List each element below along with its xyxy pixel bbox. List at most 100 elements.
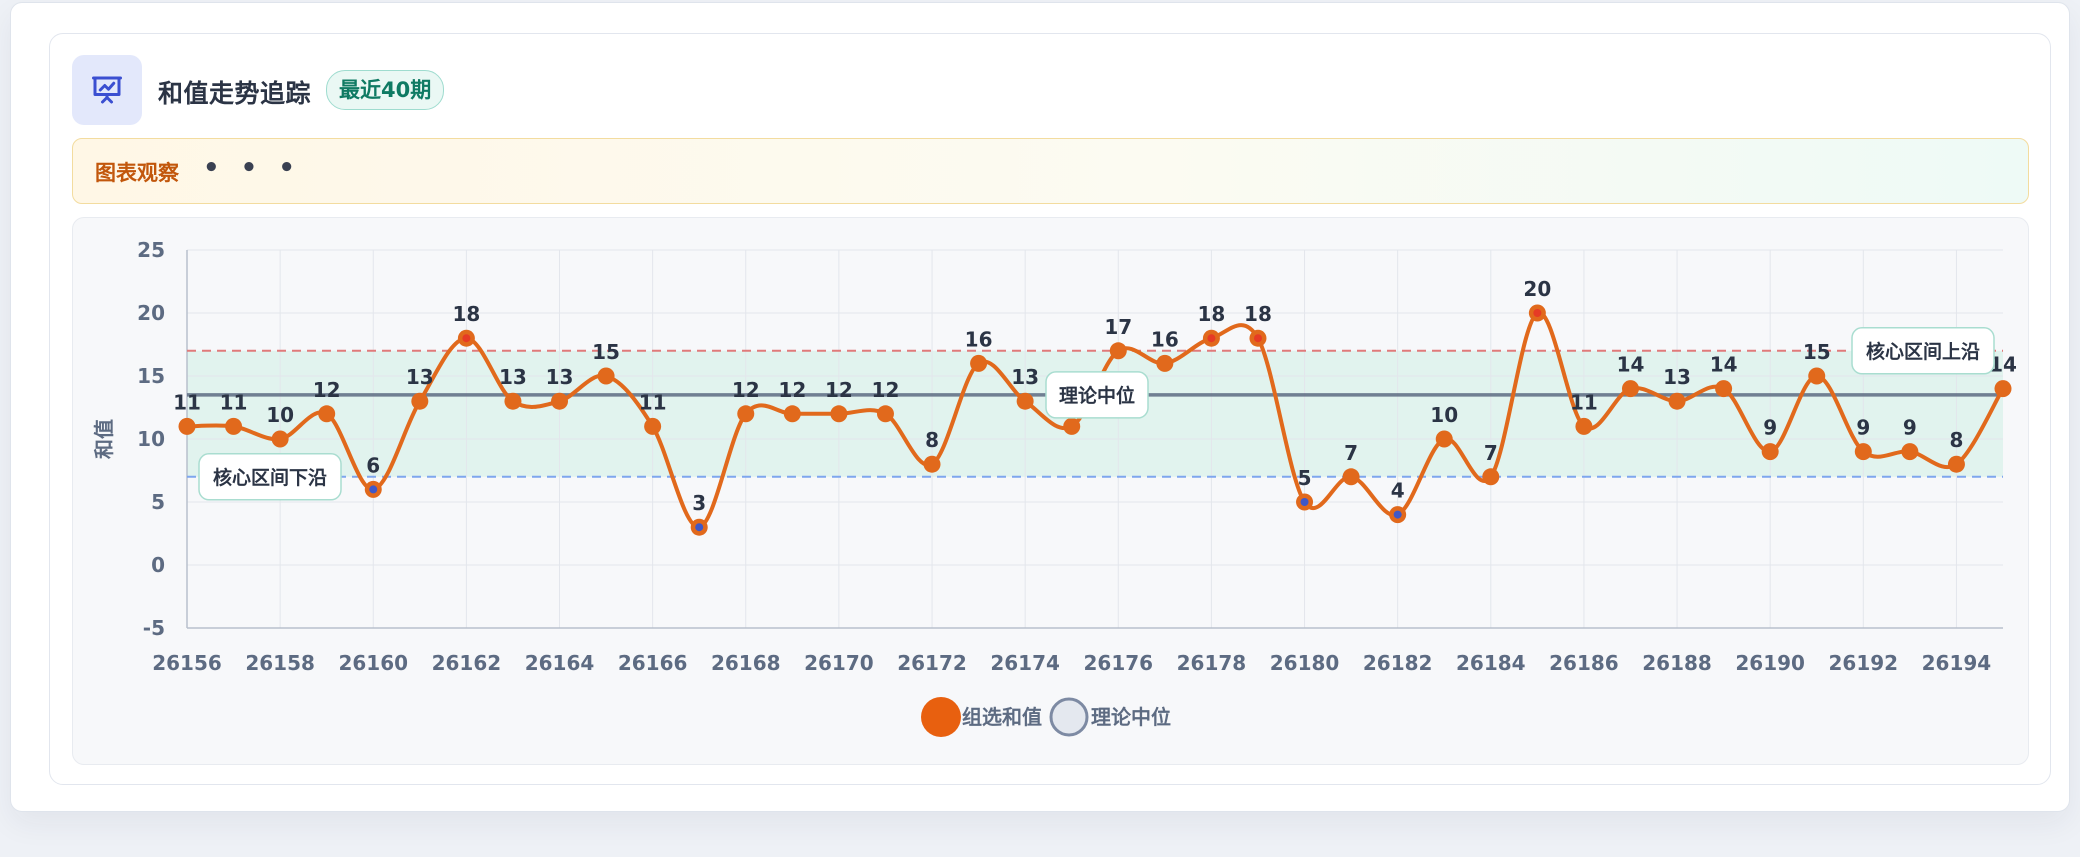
y-tick-label: 25: [137, 238, 165, 262]
card-title: 和值走势追踪: [158, 79, 312, 108]
x-tick-label: 26170: [804, 651, 874, 675]
high-point-marker: [1253, 334, 1262, 343]
x-tick-label: 26166: [618, 651, 688, 675]
data-point: [830, 405, 848, 423]
x-tick-label: 26178: [1177, 651, 1247, 675]
data-label: 8: [925, 428, 939, 452]
legend-series-label: 组选和值: [962, 705, 1042, 729]
lower-bound-annotation-label: 核心区间下沿: [213, 466, 327, 489]
x-tick-label: 26174: [990, 651, 1060, 675]
data-label: 3: [692, 491, 706, 515]
x-tick-label: 26190: [1735, 651, 1805, 675]
y-tick-label: 0: [151, 553, 165, 577]
x-tick-label: 26182: [1363, 651, 1433, 675]
data-label: 12: [872, 378, 900, 402]
observation-more-dots[interactable]: • • •: [203, 153, 301, 183]
data-point: [1668, 392, 1686, 410]
high-point-marker: [462, 334, 471, 343]
x-tick-label: 26192: [1829, 651, 1899, 675]
data-label: 13: [1011, 365, 1039, 389]
data-label: 13: [499, 365, 527, 389]
x-tick-label: 26188: [1642, 651, 1712, 675]
sum-trend-card: 和值走势追踪 最近40期 图表观察 • • • -5 0 5 10 15 20 25 2615…: [49, 33, 2051, 785]
period-badge: 最近40期: [326, 70, 445, 110]
data-label: 6: [366, 453, 380, 477]
data-point: [1016, 392, 1034, 410]
data-point: [1435, 430, 1453, 448]
y-tick-label: -5: [143, 616, 165, 640]
data-point: [1854, 443, 1872, 461]
data-label: 9: [1856, 416, 1870, 440]
data-label: 18: [452, 302, 480, 326]
data-point: [783, 405, 801, 423]
low-point-marker: [695, 523, 704, 532]
data-point: [551, 392, 569, 410]
legend-median-label: 理论中位: [1091, 705, 1171, 729]
data-point: [504, 392, 522, 410]
data-point: [1994, 380, 2012, 398]
y-tick-label: 10: [137, 427, 165, 451]
y-tick-label: 20: [137, 301, 165, 325]
x-tick-label: 26180: [1270, 651, 1340, 675]
data-point: [1063, 417, 1081, 435]
lower-bound-annotation-box: [198, 453, 342, 501]
data-point: [1901, 443, 1919, 461]
data-point: [1156, 354, 1174, 372]
upper-bound-annotation-label: 核心区间上沿: [1866, 340, 1980, 363]
data-label: 16: [965, 327, 993, 351]
low-point-marker: [1393, 510, 1402, 519]
page-container: 和值走势追踪 最近40期 图表观察 • • • -5 0 5 10 15 20 25 2615…: [10, 2, 2070, 812]
data-label: 18: [1244, 302, 1272, 326]
data-label: 13: [546, 365, 574, 389]
data-label: 12: [778, 378, 806, 402]
y-tick-label: 15: [137, 364, 165, 388]
data-point: [1761, 443, 1779, 461]
x-tick-label: 26160: [338, 651, 408, 675]
x-tick-label: 26158: [245, 651, 315, 675]
x-tick-label: 26184: [1456, 651, 1526, 675]
y-tick-label: 5: [151, 490, 165, 514]
data-label: 18: [1197, 302, 1225, 326]
data-point: [1947, 455, 1965, 473]
data-point: [178, 417, 196, 435]
data-label: 12: [732, 378, 760, 402]
x-tick-label: 26156: [152, 651, 222, 675]
sum-line-chart: -5 0 5 10 15 20 25 26156 26158 26160 26162 26164 261…: [92, 238, 2017, 737]
data-label: 15: [592, 340, 620, 364]
data-point: [225, 417, 243, 435]
data-label: 11: [639, 390, 667, 414]
x-tick-label: 26172: [897, 651, 967, 675]
data-label: 15: [1803, 340, 1831, 364]
x-tick-label: 26164: [525, 651, 595, 675]
chart-observation-bar[interactable]: 图表观察 • • •: [72, 138, 2029, 204]
data-point: [597, 367, 615, 385]
data-label: 12: [313, 378, 341, 402]
low-point-marker: [369, 485, 378, 494]
data-label: 8: [1949, 428, 1963, 452]
legend-median-swatch: [1049, 697, 1089, 737]
x-tick-label: 26168: [711, 651, 781, 675]
data-label: 17: [1104, 315, 1132, 339]
data-label: 7: [1344, 441, 1358, 465]
data-point: [318, 405, 336, 423]
data-point: [1482, 468, 1500, 486]
presentation-chart-icon: [72, 55, 142, 125]
data-label: 11: [173, 390, 201, 414]
data-point: [1808, 367, 1826, 385]
chart-area: -5 0 5 10 15 20 25 26156 26158 26160 26162 26164 261…: [72, 217, 2029, 765]
high-point-marker: [1533, 309, 1542, 317]
data-point: [1621, 380, 1639, 398]
median-annotation-label: 理论中位: [1059, 384, 1135, 407]
data-label: 13: [406, 365, 434, 389]
data-point: [1342, 468, 1360, 486]
data-label: 10: [266, 403, 294, 427]
data-point: [737, 405, 755, 423]
data-point: [970, 354, 988, 372]
data-label: 20: [1523, 277, 1551, 301]
x-tick-label: 26162: [432, 651, 502, 675]
data-point: [271, 430, 289, 448]
data-point: [644, 417, 662, 435]
data-label: 9: [1903, 416, 1917, 440]
data-point: [923, 455, 941, 473]
y-axis-title: 和值: [92, 419, 116, 459]
